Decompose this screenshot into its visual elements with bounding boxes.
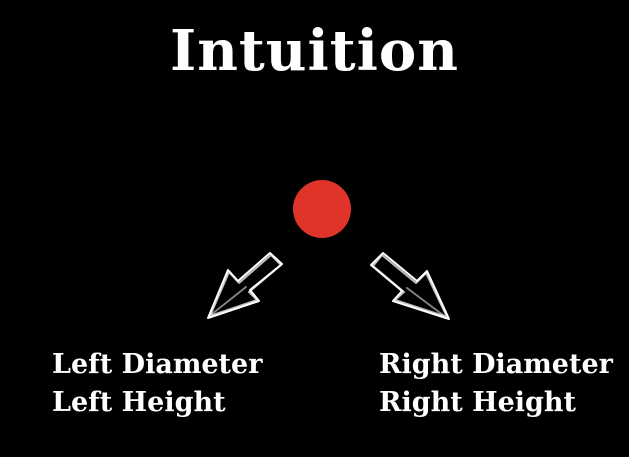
hand-drawn-arrow-down-left-icon	[207, 252, 283, 319]
left-branch-label: Left Diameter Left Height	[52, 346, 262, 422]
right-branch-label: Right Diameter Right Height	[379, 346, 613, 422]
hand-drawn-arrow-down-right-icon	[370, 252, 450, 320]
root-node-circle	[293, 180, 351, 238]
right-height-text: Right Height	[379, 387, 577, 418]
right-diameter-text: Right Diameter	[379, 349, 613, 380]
diagram-title: Intuition	[170, 18, 459, 84]
left-diameter-text: Left Diameter	[52, 349, 263, 380]
left-height-text: Left Height	[52, 387, 226, 418]
